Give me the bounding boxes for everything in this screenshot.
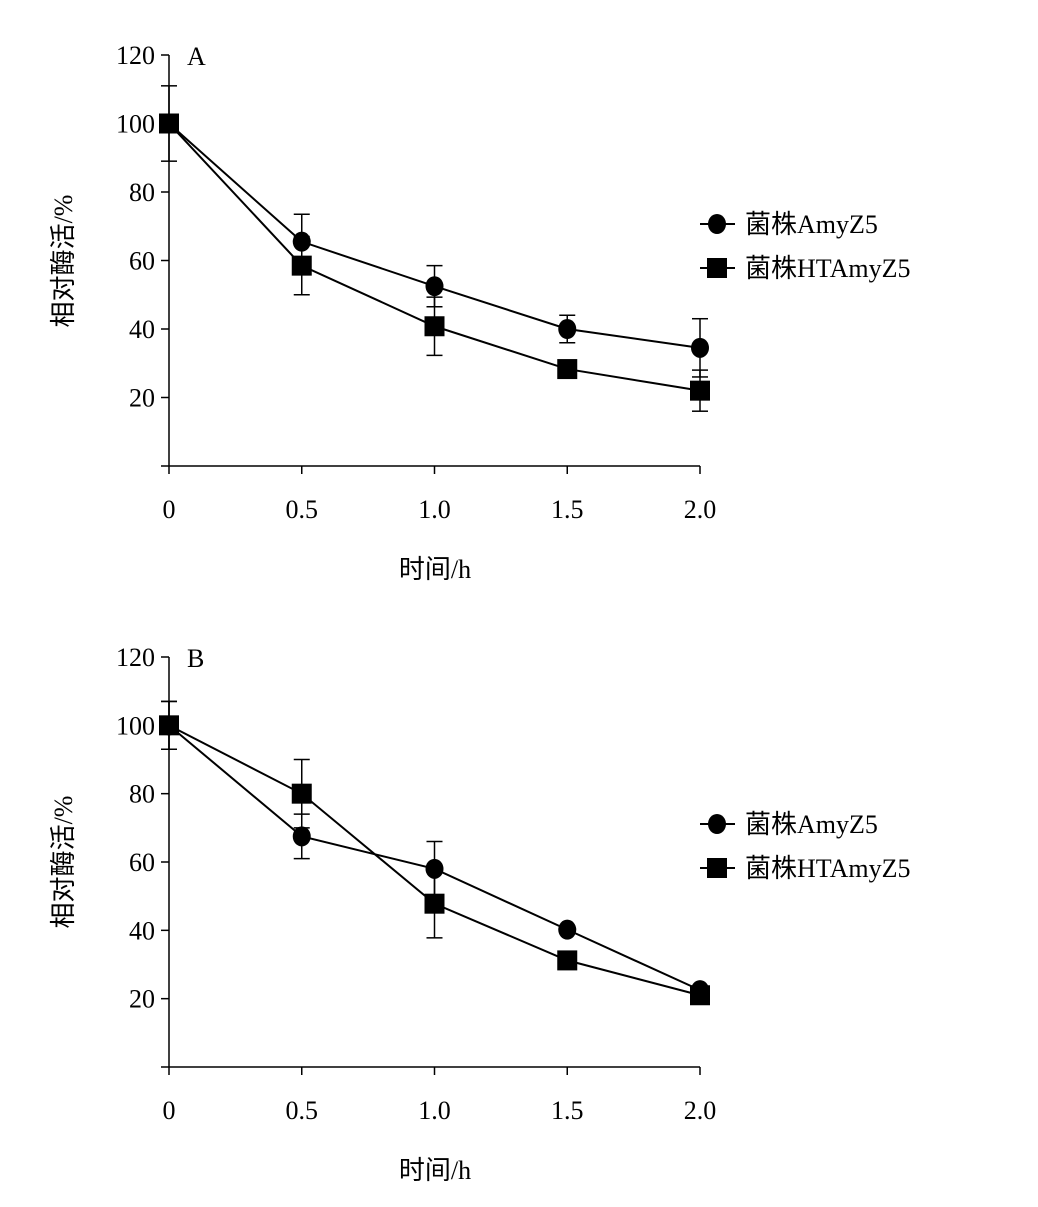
legend-item: 菌株AmyZ5 — [700, 210, 878, 239]
data-point-square — [291, 255, 312, 276]
y-tick-label: 20 — [129, 985, 155, 1014]
series-htamyz5 — [159, 113, 710, 412]
x-tick-label: 1.5 — [551, 495, 584, 524]
data-point-circle — [558, 319, 577, 339]
legend-circle-marker — [708, 814, 726, 834]
data-point-square — [291, 783, 312, 804]
x-tick-label: 1.5 — [551, 1096, 584, 1125]
legend-label: 菌株AmyZ5 — [745, 810, 878, 839]
y-axis-label: 相对酶活/% — [49, 796, 78, 929]
y-tick-label: 120 — [116, 41, 155, 70]
legend-square-marker — [707, 858, 727, 878]
data-point-square — [690, 380, 710, 401]
x-axis-label: 时间/h — [399, 555, 471, 584]
data-point-square — [690, 985, 710, 1006]
x-tick-label: 0 — [163, 495, 176, 524]
legend-label: 菌株AmyZ5 — [745, 210, 878, 239]
x-tick-label: 0.5 — [286, 495, 319, 524]
panel-label: B — [187, 644, 204, 673]
y-tick-label: 100 — [116, 711, 155, 740]
y-tick-label: 80 — [129, 178, 155, 207]
chart-panel-b: 20 40 60 80 100 120 0 0.5 1.0 1.5 2.0 B 时间/h 相对酶活/% 菌株… — [49, 643, 910, 1185]
data-point-square — [557, 950, 578, 971]
legend-item: 菌株AmyZ5 — [700, 810, 878, 839]
series-amyz5 — [160, 700, 709, 1001]
data-point-square — [424, 316, 445, 337]
x-axis-label: 时间/h — [399, 1156, 471, 1185]
legend-label: 菌株HTAmyZ5 — [745, 254, 910, 283]
legend-square-marker — [707, 258, 727, 278]
y-tick-label: 80 — [129, 780, 155, 809]
legend-label: 菌株HTAmyZ5 — [745, 854, 910, 883]
y-tick-label: 40 — [129, 315, 155, 344]
legend-item: 菌株HTAmyZ5 — [700, 254, 910, 283]
y-tick-label: 20 — [129, 384, 155, 413]
series-htamyz5 — [159, 700, 710, 1006]
legend-circle-marker — [708, 214, 726, 234]
y-tick-label: 40 — [129, 916, 155, 945]
x-tick-label: 2.0 — [684, 1096, 717, 1125]
x-tick-label: 0.5 — [286, 1096, 319, 1125]
data-point-square — [159, 715, 179, 736]
y-tick-label: 100 — [116, 110, 155, 139]
y-tick-label: 60 — [129, 848, 155, 877]
x-tick-label: 1.0 — [418, 495, 451, 524]
data-point-circle — [691, 337, 709, 358]
legend-item: 菌株HTAmyZ5 — [700, 854, 910, 883]
x-tick-label: 2.0 — [684, 495, 717, 524]
data-point-square — [424, 893, 445, 914]
x-tick-label: 1.0 — [418, 1096, 451, 1125]
x-tick-label: 0 — [163, 1096, 176, 1125]
data-point-circle — [558, 919, 577, 940]
panel-label: A — [187, 42, 206, 71]
y-tick-label: 60 — [129, 247, 155, 276]
data-point-square — [159, 113, 179, 134]
y-axis-label: 相对酶活/% — [49, 195, 78, 328]
chart-panel-a: 20 40 60 80 100 120 0 0.5 1.0 1.5 2.0 A 时间/h 相对酶活/% 菌株… — [49, 41, 910, 584]
y-tick-label: 120 — [116, 643, 155, 672]
data-point-square — [557, 359, 578, 380]
data-point-circle — [292, 826, 311, 847]
data-point-circle — [425, 276, 444, 297]
